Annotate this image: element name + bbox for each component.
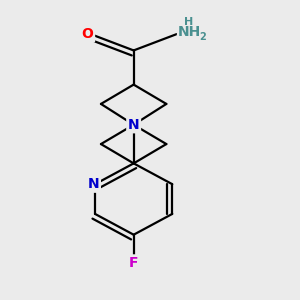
Text: 2: 2 [199, 32, 206, 42]
Text: H: H [184, 17, 194, 27]
Text: N: N [128, 118, 140, 132]
Text: NH: NH [178, 25, 202, 39]
Text: N: N [88, 177, 99, 191]
Text: F: F [129, 256, 138, 270]
Text: O: O [82, 27, 94, 41]
